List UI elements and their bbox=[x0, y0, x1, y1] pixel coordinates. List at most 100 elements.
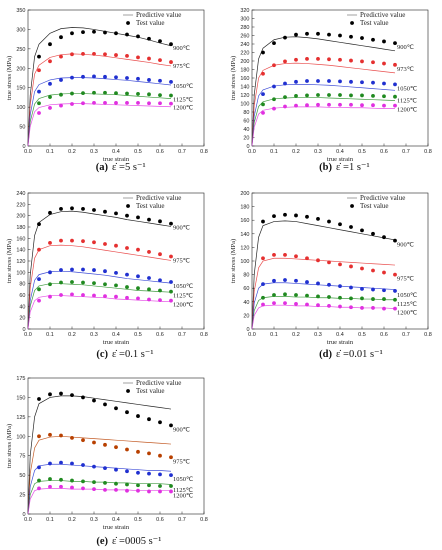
test-point bbox=[70, 206, 74, 211]
panel-caption: (e) ε̇ =0005 s⁻¹ bbox=[96, 536, 161, 547]
plot-frame bbox=[251, 9, 429, 147]
test-point bbox=[136, 247, 140, 252]
y-tick-label: 350 bbox=[16, 8, 25, 14]
test-point bbox=[81, 52, 85, 56]
test-point bbox=[70, 435, 74, 440]
predicted-curve bbox=[251, 62, 396, 147]
test-point bbox=[305, 31, 309, 36]
panel-caption: (d) ε̇ =0.01 s⁻¹ bbox=[319, 349, 383, 360]
test-point bbox=[70, 485, 74, 490]
test-point bbox=[147, 451, 151, 456]
y-tick-label: 40 bbox=[243, 300, 249, 306]
test-point bbox=[125, 469, 129, 474]
test-point bbox=[169, 221, 173, 226]
predicted-curve bbox=[251, 97, 396, 147]
test-point bbox=[81, 479, 85, 484]
test-point bbox=[261, 282, 265, 287]
test-point bbox=[92, 487, 96, 492]
panel-e: 0.0 0.1 0.2 0.3 0.4 0.5 0.6 0.7 0.8 0 25 50 75 100 125… bbox=[6, 376, 208, 547]
test-point bbox=[338, 93, 342, 97]
test-point bbox=[169, 484, 173, 488]
temperature-label: 900℃ bbox=[173, 45, 191, 52]
test-point bbox=[37, 478, 41, 483]
test-point bbox=[70, 102, 74, 106]
test-point bbox=[158, 484, 162, 488]
x-tick-label: 0.3 bbox=[90, 517, 98, 523]
test-point bbox=[158, 298, 162, 302]
test-point bbox=[360, 93, 364, 98]
y-tick-label: 220 bbox=[16, 202, 25, 208]
test-point bbox=[125, 53, 129, 58]
series-2: 1050℃ bbox=[27, 267, 194, 330]
test-point bbox=[261, 71, 265, 76]
test-point bbox=[125, 488, 129, 493]
y-tick-label: 300 bbox=[16, 27, 25, 33]
test-point bbox=[103, 90, 107, 95]
test-point bbox=[125, 447, 129, 452]
test-point bbox=[261, 110, 265, 115]
test-point bbox=[169, 455, 173, 460]
x-tick-label: 0.8 bbox=[424, 149, 432, 155]
x-tick-label: 0.5 bbox=[358, 332, 366, 338]
x-tick-label: 0.1 bbox=[46, 149, 54, 155]
x-tick-label: 0.5 bbox=[134, 517, 142, 523]
y-tick-label: 220 bbox=[240, 51, 249, 57]
legend-marker-swatch bbox=[126, 21, 130, 25]
predicted-curve bbox=[27, 480, 172, 515]
series-1: 975℃ bbox=[27, 238, 191, 330]
temperature-label: 975℃ bbox=[173, 63, 191, 70]
test-point bbox=[136, 55, 140, 60]
test-point bbox=[147, 287, 151, 292]
x-tick-label: 0.6 bbox=[156, 149, 164, 155]
test-point bbox=[37, 111, 41, 115]
test-point bbox=[393, 82, 397, 87]
test-point bbox=[272, 214, 276, 219]
test-point bbox=[125, 76, 129, 80]
test-point bbox=[371, 268, 375, 273]
test-point bbox=[92, 52, 96, 56]
series-3: 1125℃ bbox=[251, 292, 418, 330]
test-point bbox=[360, 80, 364, 85]
test-point bbox=[349, 285, 353, 290]
series-2: 1050℃ bbox=[251, 278, 418, 330]
test-point bbox=[305, 302, 309, 307]
test-point bbox=[114, 211, 118, 216]
test-point bbox=[393, 62, 397, 67]
test-point bbox=[316, 294, 320, 299]
legend-test-label: Test value bbox=[360, 202, 388, 210]
test-point bbox=[261, 256, 265, 261]
series-3: 1125℃ bbox=[27, 477, 194, 515]
temperature-label: 900℃ bbox=[397, 44, 415, 51]
x-tick-label: 0.2 bbox=[292, 149, 300, 155]
caption-label: (c) bbox=[96, 349, 108, 360]
y-tick-label: 75 bbox=[19, 454, 25, 460]
test-point bbox=[169, 60, 173, 64]
test-point bbox=[169, 280, 173, 284]
test-point bbox=[338, 33, 342, 38]
test-point bbox=[81, 206, 85, 211]
test-point bbox=[316, 79, 320, 83]
test-point bbox=[147, 489, 151, 494]
series-1: 975℃ bbox=[27, 432, 191, 515]
test-point bbox=[393, 297, 397, 302]
x-axis-label: true strain bbox=[103, 156, 130, 163]
test-point bbox=[283, 104, 287, 109]
test-point bbox=[37, 465, 41, 470]
test-point bbox=[272, 63, 276, 68]
test-point bbox=[294, 301, 298, 306]
legend-predictive-label: Predictive value bbox=[360, 194, 405, 202]
test-point bbox=[294, 32, 298, 37]
test-point bbox=[327, 79, 331, 83]
test-point bbox=[158, 39, 162, 43]
test-point bbox=[261, 102, 265, 107]
test-point bbox=[103, 488, 107, 492]
temperature-label: 973℃ bbox=[397, 66, 415, 73]
test-point bbox=[125, 91, 129, 96]
test-point bbox=[114, 91, 118, 96]
predicted-curve bbox=[251, 282, 396, 330]
temperature-label: 900℃ bbox=[173, 225, 191, 232]
test-point bbox=[283, 81, 287, 86]
test-point bbox=[349, 58, 353, 63]
test-point bbox=[327, 219, 331, 224]
test-point bbox=[136, 76, 140, 81]
